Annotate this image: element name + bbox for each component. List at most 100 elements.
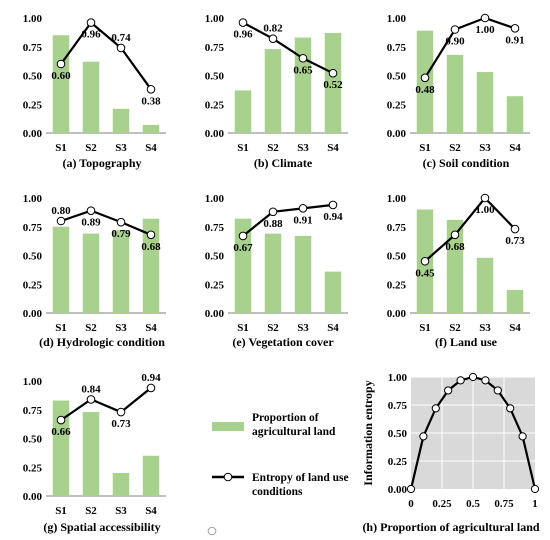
x-tick-label: S1 [55,322,67,334]
x-tick-label: S2 [449,322,461,334]
x-tick-label: S3 [297,142,309,154]
bar-s4 [506,290,524,313]
data-label: 0.48 [415,84,435,96]
y-tick-label: 0.25 [205,279,225,291]
panel-caption: (g) Spatial accessibility [43,520,160,534]
entropy-point-s4 [146,230,156,240]
entropy-point-s3 [298,53,308,63]
chart-panel-6: 0.00 0.25 0.50 0.75 1.00 S1 S2 S3 S4 0.45 0.68 1.00… [387,193,530,349]
y-tick-label: 0.75 [23,405,43,417]
y-tick-label: 0.00 [387,308,407,320]
entropy-point-s2 [86,395,96,404]
panel-caption: (d) Hydrologic condition [39,335,165,349]
x-tick-label: S4 [145,142,157,154]
y-tick-label: 0.25 [387,99,407,111]
entropy-point-s1 [56,415,66,425]
y-axis-label: Information entropy [361,380,375,485]
x-tick-label: S1 [419,322,431,334]
y-tick-label: 1.00 [388,372,408,384]
data-label: 0.60 [51,70,71,82]
x-tick-label: 0 [408,498,414,510]
entropy-point-s2 [86,206,96,215]
y-tick-label: 0.00 [388,484,408,496]
chart-panel-3: 0.00 0.25 0.50 0.75 1.00 S1 S2 S3 S4 0.48 0.90 1.00… [387,13,530,170]
y-tick-label: 0.50 [205,251,225,263]
data-label: 0.74 [111,32,131,44]
panel-caption: (b) Climate [254,156,313,170]
y-tick-label: 0.50 [205,71,225,83]
y-tick-label: 1.00 [205,13,225,25]
data-label: 0.89 [81,217,101,229]
chart-panel-4: 0.00 0.25 0.50 0.75 1.00 S1 S2 S3 S4 0.80 0.89 0.79… [23,193,166,349]
data-label: 0.94 [323,211,343,223]
y-tick-label: 1.00 [23,193,43,205]
bar-s2 [264,49,282,133]
x-tick-label: S3 [115,142,127,154]
legend-line-label-line2: conditions [252,486,303,498]
x-tick-label: S4 [327,142,339,154]
data-label: 0.94 [141,372,161,384]
y-tick-label: 0.25 [205,99,225,111]
data-label: 1.00 [475,24,495,36]
entropy-point-s4 [510,24,520,33]
legend-line-label-line1: Entropy of land use [252,472,349,484]
entropy-point-s3 [116,43,126,53]
bar-s3 [294,235,312,313]
entropy-point-s1 [420,256,430,266]
entropy-line [242,21,334,75]
bar-s3 [112,108,130,133]
y-tick-label: 0.75 [387,42,407,54]
x-tick-label: S1 [419,142,431,154]
stray-marker [207,526,217,536]
entropy-point-s2 [450,230,460,240]
bar-s2 [82,61,100,134]
bar-s3 [112,230,130,313]
y-tick-label: 1.00 [387,193,407,205]
curve-point [444,386,453,395]
data-label: 0.65 [293,64,313,76]
data-label: 1.00 [475,204,495,216]
bar-s1 [234,218,252,313]
x-tick-label: S3 [297,322,309,334]
bar-s1 [52,35,70,133]
curve-point [481,376,490,385]
bar-s3 [294,37,312,133]
bar-s1 [52,226,70,313]
y-tick-label: 0.50 [387,71,407,83]
bar-s2 [264,233,282,313]
entropy-line [60,209,152,236]
bar-s4 [142,218,160,313]
x-tick-label: S2 [85,142,97,154]
bar-s4 [142,455,160,496]
data-label: 0.91 [505,34,524,46]
y-tick-label: 0.50 [23,71,43,83]
curve-point [456,376,465,385]
curve-point [468,372,478,382]
data-label: 0.79 [111,228,131,240]
x-tick-label: S4 [509,142,521,154]
x-tick-label: S4 [327,322,339,334]
entropy-line [242,203,334,237]
bar-s4 [506,96,524,133]
bar-s1 [234,90,252,133]
y-tick-label: 1.00 [23,376,43,388]
data-label: 0.88 [263,218,283,230]
x-tick-label: S3 [115,505,127,517]
legend-bar-label-line1: Proportion of [252,412,319,424]
panel-caption: (c) Soil condition [423,156,510,170]
curve-point [419,432,428,441]
x-tick-label: S4 [145,505,157,517]
data-label: 0.80 [51,205,71,217]
data-label: 0.73 [111,418,131,430]
x-tick-label: S2 [267,322,279,334]
bar-s1 [52,400,70,496]
x-tick-label: S3 [479,142,491,154]
data-label: 0.68 [141,241,161,253]
legend-bar-label-line2: agricultural land [252,426,336,438]
entropy-point-s2 [450,25,460,34]
y-tick-label: 0.25 [387,279,407,291]
entropy-line [424,16,516,79]
entropy-line [424,196,516,263]
data-label: 0.66 [51,426,71,438]
y-tick-label: 0.25 [23,462,43,474]
